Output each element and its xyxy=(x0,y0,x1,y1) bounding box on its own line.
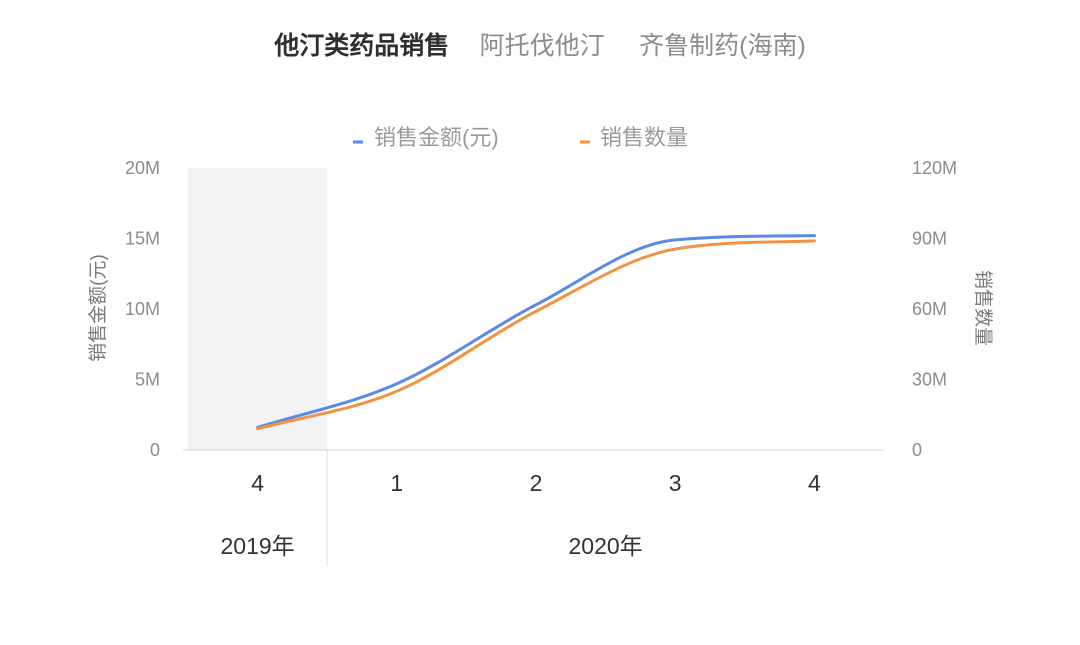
title-manufacturer: 齐鲁制药(海南) xyxy=(639,32,806,60)
x-group-label: 2019年 xyxy=(221,533,295,559)
y-left-tick-label: 10M xyxy=(125,299,160,319)
y-right-tick-label: 30M xyxy=(912,370,947,390)
legend-label-sales-quantity: 销售数量 xyxy=(600,125,688,150)
legend-item-sales-amount[interactable]: 销售金额(元) xyxy=(353,125,499,150)
y-right-tick-label: 0 xyxy=(912,440,922,460)
y-axis-left-title: 销售金额(元) xyxy=(87,254,109,362)
y-left-tick-label: 20M xyxy=(125,158,160,178)
x-tick-label: 1 xyxy=(390,470,403,496)
highlight-band xyxy=(188,168,328,450)
sales-quantity-line xyxy=(256,239,816,431)
x-tick-label: 4 xyxy=(808,470,821,496)
y-left-tick-label: 0 xyxy=(150,440,160,460)
title-drug: 阿托伐他汀 xyxy=(480,32,605,60)
y-left-tick-label: 5M xyxy=(135,370,160,390)
y-axis-right-title: 销售数量 xyxy=(972,270,994,346)
y-left-tick-label: 15M xyxy=(125,229,160,249)
x-group-label: 2020年 xyxy=(569,533,643,559)
x-tick-label: 4 xyxy=(251,470,264,496)
axes: 2019年 2020年 4 1 2 3 4 0 5M 10M 15M 20M 0 30M 60M 90M 120… xyxy=(125,158,957,566)
y-right-tick-label: 60M xyxy=(912,299,947,319)
x-tick-label: 2 xyxy=(530,470,543,496)
legend-item-sales-quantity[interactable]: 销售数量 xyxy=(580,125,688,150)
legend-label-sales-amount: 销售金额(元) xyxy=(374,125,499,150)
chart-title: 他汀类药品销售 阿托伐他汀 齐鲁制药(海南) xyxy=(273,31,806,60)
sales-amount-line xyxy=(256,234,816,429)
y-right-tick-label: 90M xyxy=(912,229,947,249)
plot-background xyxy=(188,168,328,450)
legend: 销售金额(元) 销售数量 xyxy=(353,125,688,150)
series-lines xyxy=(256,234,816,431)
y-right-tick-label: 120M xyxy=(912,158,957,178)
title-category: 他汀类药品销售 xyxy=(273,31,449,60)
x-tick-label: 3 xyxy=(669,470,682,496)
